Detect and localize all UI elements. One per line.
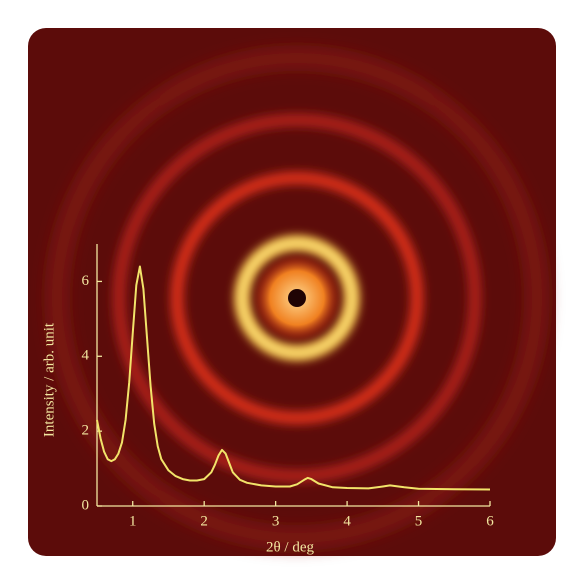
x-tick-label: 6	[486, 513, 494, 529]
x-tick-label: 5	[415, 513, 423, 529]
x-tick-label: 2	[200, 513, 208, 529]
diffraction-image	[28, 28, 556, 556]
y-tick-label: 6	[82, 273, 90, 289]
y-tick-label: 4	[82, 348, 90, 364]
x-tick-label: 3	[272, 513, 280, 529]
figure: 2θ / deg Intensity / arb. unit 0 2 4 6 1 2 3 4 5…	[0, 0, 577, 572]
y-tick-label: 0	[82, 497, 90, 513]
x-tick-label: 1	[129, 513, 137, 529]
x-axis-label: 2θ / deg	[266, 539, 315, 555]
y-tick-label: 2	[82, 423, 90, 439]
y-axis-label: Intensity / arb. unit	[41, 322, 57, 437]
x-tick-label: 4	[343, 513, 351, 529]
